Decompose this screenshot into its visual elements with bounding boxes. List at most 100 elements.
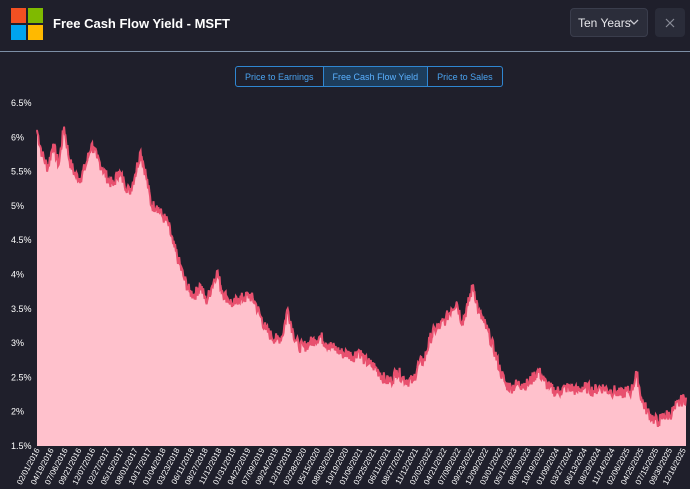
data-point	[570, 386, 573, 389]
data-point	[521, 383, 523, 386]
data-point	[652, 417, 654, 420]
data-point	[128, 191, 131, 193]
y-tick-label: 6%	[11, 132, 24, 142]
data-point	[145, 174, 147, 176]
data-point	[532, 376, 534, 379]
data-point	[444, 318, 447, 320]
x-axis: 02/01/201604/19/201607/06/201609/21/2016…	[15, 446, 688, 486]
data-point	[581, 386, 584, 389]
microsoft-logo	[11, 8, 44, 40]
data-point	[221, 290, 224, 293]
data-point	[608, 390, 611, 392]
data-point	[139, 150, 142, 152]
data-point	[227, 297, 229, 300]
y-axis: 1.5% 2% 2.5% 3% 3.5% 4% 4.5% 5% 5.5% 6% 6.5%	[11, 98, 32, 451]
data-point	[237, 297, 240, 300]
data-point	[374, 366, 376, 368]
data-point	[379, 373, 382, 375]
data-point	[347, 352, 349, 355]
data-point	[314, 338, 316, 341]
y-tick-label: 5%	[11, 201, 24, 211]
data-point	[205, 301, 207, 303]
data-point	[450, 308, 453, 310]
data-point	[674, 407, 676, 410]
data-point	[406, 380, 409, 382]
data-point	[494, 352, 497, 355]
data-point	[172, 242, 174, 245]
data-point	[79, 177, 82, 180]
data-point	[396, 369, 398, 372]
data-point	[657, 421, 660, 423]
y-tick-label: 5.5%	[11, 167, 32, 177]
data-point	[216, 270, 218, 272]
data-point	[248, 294, 251, 296]
page-title: Free Cash Flow Yield - MSFT	[53, 16, 230, 31]
data-point	[330, 345, 333, 348]
data-point	[597, 386, 600, 389]
data-point	[472, 284, 474, 286]
data-point	[270, 335, 273, 337]
data-point	[439, 325, 442, 327]
header: Free Cash Flow Yield - MSFT Ten Years	[0, 0, 690, 52]
data-point	[308, 342, 311, 344]
close-icon	[665, 18, 675, 27]
logo-square-yellow	[28, 25, 43, 40]
data-point	[352, 356, 355, 358]
data-point	[336, 349, 338, 351]
data-point	[319, 335, 322, 337]
data-point	[614, 390, 616, 392]
data-point	[161, 215, 164, 217]
chevron-down-icon	[629, 19, 639, 25]
data-point	[259, 314, 262, 317]
data-point	[554, 390, 556, 392]
y-tick-label: 4.5%	[11, 235, 32, 245]
data-point	[150, 205, 153, 207]
metric-tabs: Price to Earnings Free Cash Flow Yield P…	[235, 66, 503, 87]
close-button[interactable]	[655, 8, 685, 37]
data-point	[341, 352, 344, 355]
data-point	[635, 373, 638, 375]
data-point	[390, 380, 393, 382]
data-point	[526, 383, 529, 386]
data-point	[303, 345, 305, 348]
data-point	[286, 308, 289, 310]
data-point	[254, 301, 256, 303]
data-point	[281, 335, 284, 337]
logo-square-blue	[11, 25, 26, 40]
data-point	[575, 390, 578, 392]
data-point	[510, 386, 512, 389]
area-fill	[37, 127, 686, 446]
time-range-select[interactable]: Ten Years	[570, 8, 648, 37]
data-point	[96, 157, 98, 159]
data-point	[499, 369, 502, 372]
tab-price-to-sales[interactable]: Price to Sales	[427, 67, 502, 86]
data-point	[243, 297, 245, 300]
data-point	[358, 349, 360, 351]
tab-free-cash-flow-yield[interactable]: Free Cash Flow Yield	[322, 67, 428, 86]
data-point	[488, 335, 491, 337]
data-point	[467, 304, 469, 307]
data-point	[515, 383, 518, 386]
data-point	[423, 359, 426, 362]
data-point	[210, 287, 213, 289]
data-point	[298, 345, 300, 348]
data-point	[90, 143, 93, 145]
data-point	[47, 167, 49, 169]
data-point	[434, 328, 436, 331]
series-line	[36, 126, 687, 428]
data-point	[363, 359, 366, 362]
data-point	[68, 160, 71, 163]
data-point	[603, 386, 605, 389]
tab-price-to-earnings[interactable]: Price to Earnings	[245, 71, 314, 82]
data-point	[668, 414, 671, 416]
data-point	[401, 376, 404, 379]
data-point	[592, 390, 594, 392]
data-point	[232, 304, 235, 307]
data-point	[134, 174, 136, 176]
data-point	[63, 126, 65, 128]
data-point	[112, 184, 114, 187]
data-point	[292, 332, 295, 334]
data-point	[117, 170, 120, 173]
y-tick-label: 2%	[11, 407, 24, 417]
data-point	[565, 386, 567, 389]
